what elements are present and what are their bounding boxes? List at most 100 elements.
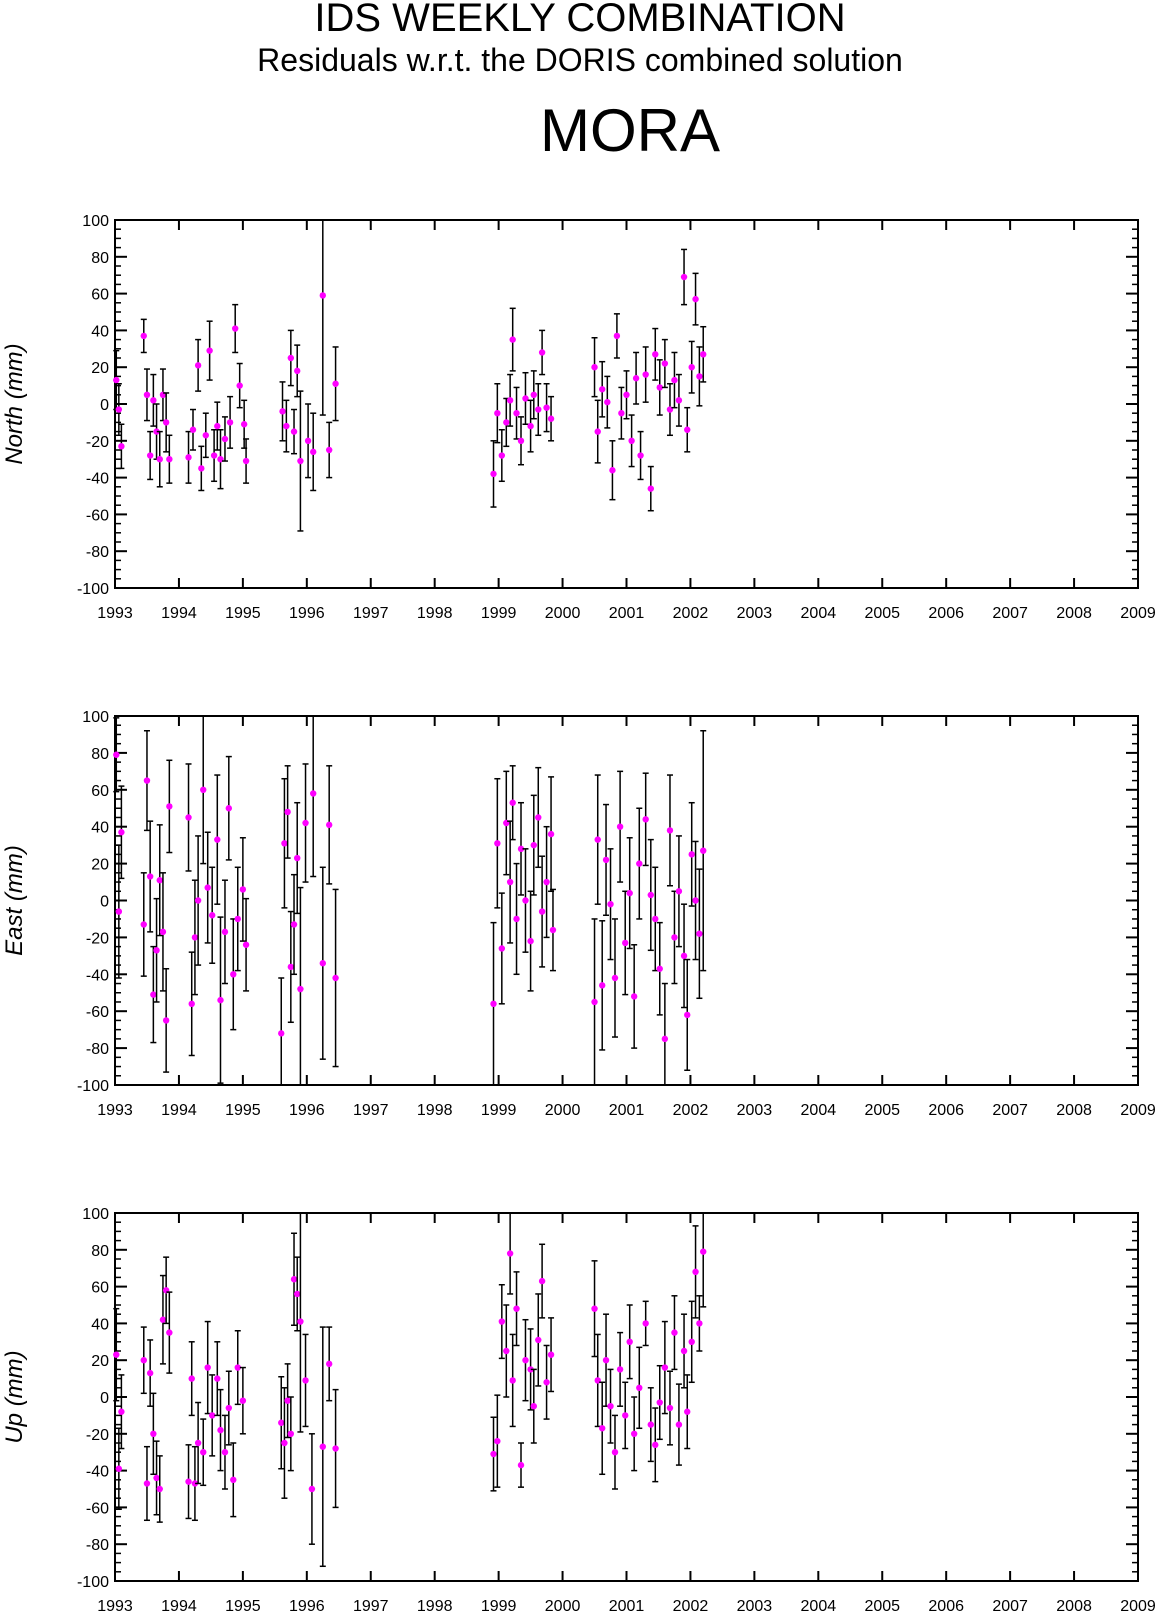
data-point (156, 877, 163, 884)
data-point (680, 952, 688, 960)
data-point (319, 1443, 326, 1450)
y-tick-label: -60 (86, 1004, 109, 1021)
y-tick-label: 0 (100, 1390, 109, 1407)
data-point (239, 1397, 247, 1404)
data-point (543, 878, 550, 886)
data-point (647, 485, 654, 492)
x-tick-label: 2003 (737, 1102, 773, 1119)
data-point (696, 930, 703, 937)
data-point (503, 1347, 510, 1355)
data-point (287, 354, 295, 362)
y-tick-label: 80 (91, 1243, 109, 1260)
data-point (162, 419, 170, 426)
x-tick-label: 1995 (225, 1598, 261, 1615)
y-tick-label: -100 (77, 1078, 109, 1095)
data-point (214, 836, 221, 843)
data-point (146, 452, 154, 459)
data-point (146, 873, 154, 880)
data-point (294, 367, 301, 375)
data-point (684, 1011, 691, 1019)
data-point (225, 805, 233, 812)
x-tick-label: 2007 (992, 1102, 1028, 1119)
data-point (591, 998, 598, 1006)
data-point (208, 1412, 216, 1419)
x-tick-label: 2001 (609, 1598, 645, 1615)
data-point (194, 362, 202, 369)
data-point (535, 406, 542, 413)
x-tick-label: 1998 (417, 1102, 453, 1119)
data-point (332, 1445, 339, 1452)
data-point (671, 934, 678, 941)
data-point (700, 847, 707, 854)
data-point (498, 452, 506, 459)
data-point (204, 1364, 211, 1371)
x-tick-label: 2009 (1120, 605, 1156, 622)
x-tick-label: 2008 (1056, 605, 1092, 622)
data-point (290, 921, 298, 928)
data-point (494, 410, 501, 417)
data-point (522, 1357, 529, 1364)
data-point (517, 845, 525, 853)
data-point (522, 897, 529, 904)
y-axis-label: East (mm) (1, 845, 28, 956)
x-tick-label: 2007 (992, 1598, 1028, 1615)
data-point (618, 410, 625, 417)
data-point (494, 1437, 501, 1445)
x-tick-label: 2005 (864, 605, 900, 622)
data-point (503, 419, 510, 426)
data-point (234, 915, 241, 923)
y-tick-label: 40 (91, 323, 109, 340)
data-point (616, 823, 624, 830)
data-point (602, 856, 610, 864)
data-point (692, 897, 699, 904)
data-point (140, 921, 147, 928)
data-point (115, 406, 123, 413)
x-tick-label: 2006 (928, 605, 964, 622)
data-point (630, 1430, 638, 1438)
x-tick-label: 1999 (481, 1102, 517, 1119)
data-point (240, 421, 248, 428)
x-tick-label: 1993 (97, 605, 133, 622)
data-point (506, 1250, 514, 1257)
data-point (118, 443, 125, 450)
data-point (281, 1439, 288, 1447)
data-point (688, 851, 695, 858)
y-tick-label: -100 (77, 581, 109, 598)
x-tick-label: 2001 (609, 1102, 645, 1119)
data-point (297, 457, 304, 465)
x-tick-label: 2004 (801, 1598, 837, 1615)
data-point (509, 1377, 516, 1384)
data-point (242, 941, 250, 948)
data-point (652, 1441, 659, 1449)
x-tick-label: 1999 (481, 1598, 517, 1615)
x-tick-label: 1993 (97, 1102, 133, 1119)
x-tick-label: 1997 (353, 1598, 389, 1615)
data-point (538, 1277, 546, 1285)
data-point (198, 465, 205, 472)
x-tick-label: 1998 (417, 605, 453, 622)
y-tick-label: -80 (86, 544, 109, 561)
data-point (613, 332, 621, 340)
x-tick-label: 1998 (417, 1598, 453, 1615)
data-point (113, 376, 120, 384)
x-tick-label: 2006 (928, 1102, 964, 1119)
x-tick-label: 2008 (1056, 1102, 1092, 1119)
data-point (143, 1480, 151, 1487)
data-point (204, 884, 211, 891)
data-point (166, 456, 173, 463)
x-tick-label: 1994 (161, 1598, 197, 1615)
data-point (509, 336, 516, 343)
data-point (513, 915, 520, 923)
data-point (294, 854, 301, 862)
data-point (294, 1290, 301, 1298)
data-point (159, 928, 167, 936)
data-point (622, 1412, 629, 1419)
data-point (656, 965, 663, 972)
data-point (652, 351, 659, 358)
data-point (242, 457, 250, 465)
data-point (498, 945, 506, 952)
data-point (239, 886, 247, 893)
data-point (630, 993, 638, 1000)
x-tick-label: 2005 (864, 1598, 900, 1615)
x-tick-label: 2005 (864, 1102, 900, 1119)
